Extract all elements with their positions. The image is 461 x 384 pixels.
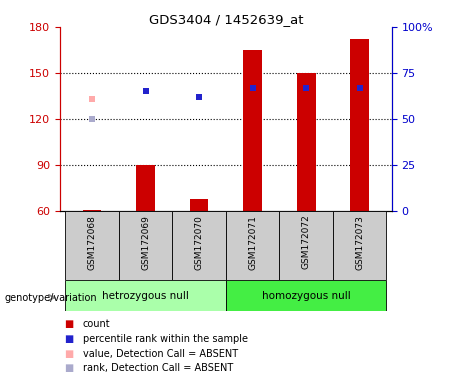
Text: GDS3404 / 1452639_at: GDS3404 / 1452639_at [148, 13, 303, 26]
Bar [65, 280, 226, 311]
Bar [243, 50, 262, 211]
Text: GSM172070: GSM172070 [195, 215, 204, 270]
Text: ■: ■ [65, 349, 74, 359]
Text: ■: ■ [65, 363, 74, 373]
Bar [119, 211, 172, 280]
Bar [333, 211, 386, 280]
Bar [83, 210, 101, 211]
Text: GSM172073: GSM172073 [355, 215, 364, 270]
Text: value, Detection Call = ABSENT: value, Detection Call = ABSENT [83, 349, 238, 359]
Text: genotype/variation: genotype/variation [5, 293, 97, 303]
Text: ■: ■ [65, 334, 74, 344]
Bar [350, 39, 369, 211]
Bar [172, 211, 226, 280]
Bar [226, 211, 279, 280]
Bar [190, 199, 208, 211]
Text: GSM172072: GSM172072 [301, 215, 311, 270]
Bar [297, 73, 316, 211]
Text: percentile rank within the sample: percentile rank within the sample [83, 334, 248, 344]
Text: GSM172068: GSM172068 [88, 215, 96, 270]
Text: GSM172069: GSM172069 [141, 215, 150, 270]
Text: GSM172071: GSM172071 [248, 215, 257, 270]
Text: ■: ■ [65, 319, 74, 329]
Bar [279, 211, 333, 280]
Bar [136, 165, 155, 211]
Bar [226, 280, 386, 311]
Text: homozygous null: homozygous null [262, 291, 350, 301]
Bar [65, 211, 119, 280]
Text: rank, Detection Call = ABSENT: rank, Detection Call = ABSENT [83, 363, 233, 373]
Text: hetrozygous null: hetrozygous null [102, 291, 189, 301]
Text: count: count [83, 319, 111, 329]
